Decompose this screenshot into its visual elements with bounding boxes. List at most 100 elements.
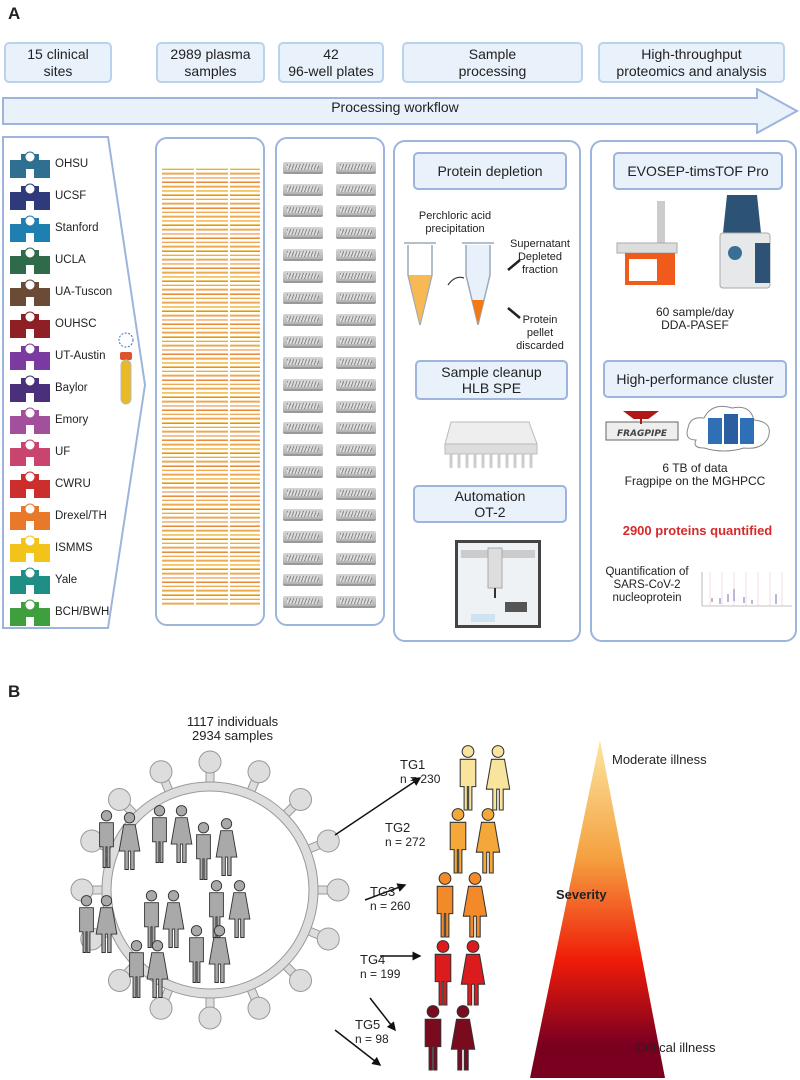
well-plate	[336, 357, 376, 370]
group-people-icon	[434, 940, 486, 1006]
well-plate	[336, 465, 376, 478]
well-plate	[336, 530, 376, 543]
well-plate	[336, 379, 376, 391]
hospital-icon	[10, 215, 50, 242]
hospital-icon	[10, 567, 50, 594]
site-item: UF	[10, 438, 70, 466]
ot2-robot-icon	[455, 540, 541, 628]
well-plate	[336, 509, 376, 522]
site-item: Stanford	[10, 214, 98, 242]
well-plate	[336, 205, 376, 218]
hospital-icon	[10, 311, 50, 338]
site-item: ISMMS	[10, 534, 93, 562]
well-plate	[283, 292, 323, 305]
site-name: UF	[55, 446, 71, 458]
cluster-box: High-performance cluster	[603, 360, 787, 398]
panel-b-label: B	[8, 682, 21, 701]
hospital-icon	[10, 375, 50, 402]
well-plate	[283, 379, 323, 391]
hospital-icon	[10, 471, 50, 498]
workflow-arrow	[2, 88, 800, 134]
well-plate	[336, 162, 376, 174]
severity-triangle	[530, 740, 665, 1078]
well-plate	[336, 335, 376, 348]
pellet-label: Protein pellet discarded	[516, 314, 564, 352]
well-plate	[336, 487, 376, 500]
group-people-icon	[449, 808, 501, 874]
virus-cohort-illustration	[70, 750, 350, 1030]
site-name: ISMMS	[55, 542, 93, 554]
well-plate	[336, 292, 376, 305]
well-plate	[283, 162, 323, 174]
well-plate	[336, 248, 376, 261]
well-plate	[283, 183, 323, 196]
well-plate	[283, 444, 323, 457]
well-plate	[283, 509, 323, 522]
header-plates: 42 96-well plates	[278, 42, 384, 83]
well-plate	[283, 465, 323, 478]
hospital-icon	[10, 343, 50, 370]
group-count: n = 272	[385, 835, 426, 849]
well-plate	[283, 487, 323, 500]
group-count: n = 98	[355, 1032, 389, 1046]
proteins-quantified: 2900 proteins quantified	[622, 523, 773, 538]
well-plate	[283, 313, 323, 326]
site-item: UCLA	[10, 246, 86, 274]
well-plate	[283, 530, 323, 543]
severity-label: Severity	[556, 887, 607, 902]
spe-plate-icon	[444, 421, 538, 468]
site-name: Emory	[55, 414, 89, 426]
site-item: UT-Austin	[10, 342, 106, 370]
well-plate	[283, 335, 323, 348]
site-name: UT-Austin	[55, 350, 106, 362]
header-sample-processing: Sample processing	[402, 42, 583, 83]
site-item: Drexel/TH	[10, 502, 107, 530]
header-plasma-samples: 2989 plasma samples	[156, 42, 265, 83]
group-label: TG4 n = 199	[360, 952, 415, 982]
group-label: TG2 n = 272	[385, 820, 440, 850]
protein-depletion-box: Protein depletion	[413, 152, 567, 190]
spectrum-thumbnail	[701, 572, 792, 607]
group-name: TG1	[400, 757, 426, 772]
group-count: n = 199	[360, 967, 401, 981]
well-plate	[283, 400, 323, 413]
fragpipe-cluster-icon: FRAGPIPE	[605, 405, 770, 452]
group-count: n = 260	[370, 899, 411, 913]
hospital-icon	[10, 407, 50, 434]
sample-cleanup-box: Sample cleanup HLB SPE	[415, 360, 568, 400]
well-plate	[283, 422, 323, 435]
site-name: OHSU	[55, 158, 89, 170]
instrument-box: EVOSEP-timsTOF Pro	[613, 152, 783, 190]
hospital-icon	[10, 279, 50, 306]
hospital-icon	[10, 599, 50, 626]
site-name: Stanford	[55, 222, 99, 234]
well-plate	[336, 574, 376, 587]
well-plate	[283, 596, 323, 608]
site-item: BCH/BWH	[10, 598, 109, 626]
quantification-label: Quantification of SARS-CoV-2 nucleoprote…	[605, 566, 689, 604]
panel-a-label: A	[8, 4, 21, 23]
well-plate	[283, 357, 323, 370]
site-item: Yale	[10, 566, 77, 594]
data-volume-label: 6 TB of data Fragpipe on the MGHPCC	[624, 461, 766, 488]
hospital-icon	[10, 439, 50, 466]
critical-illness-label: Critical illness	[636, 1040, 716, 1055]
well-plate	[336, 444, 376, 457]
moderate-illness-label: Moderate illness	[612, 752, 707, 767]
site-item: CWRU	[10, 470, 91, 498]
site-name: Yale	[55, 574, 78, 586]
group-people-icon	[436, 872, 488, 938]
site-item: OHSU	[10, 150, 88, 178]
plasma-samples-grid	[162, 168, 260, 606]
group-label: TG5 n = 98	[355, 1017, 410, 1047]
group-label: TG1 n = 230	[400, 757, 455, 787]
group-count: n = 230	[400, 772, 441, 786]
well-plate	[283, 248, 323, 261]
hospital-icon	[10, 151, 50, 178]
well-plate	[336, 596, 376, 608]
header-proteomics: High-throughput proteomics and analysis	[598, 42, 785, 83]
group-name: TG5	[355, 1017, 381, 1032]
automation-box: Automation OT-2	[413, 485, 567, 523]
site-name: OUHSC	[55, 318, 97, 330]
group-name: TG3	[370, 884, 396, 899]
